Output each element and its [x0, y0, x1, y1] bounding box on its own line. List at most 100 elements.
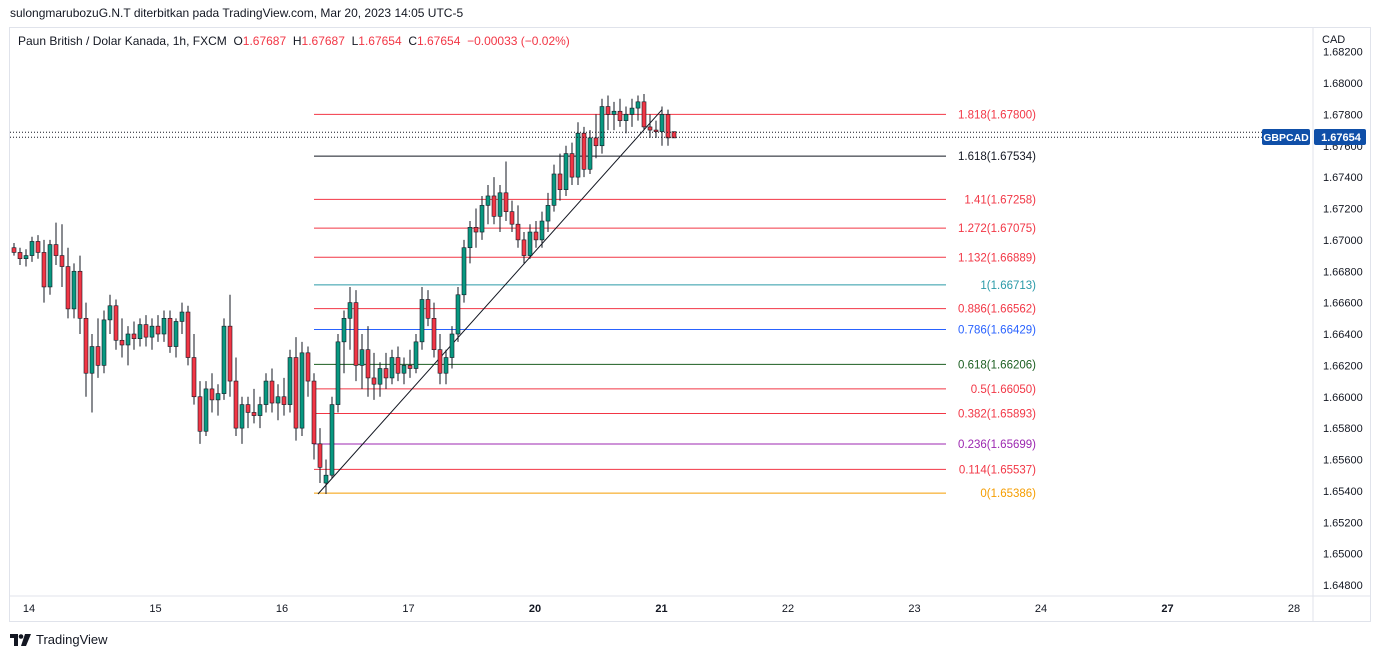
price-tick-label: 1.68200 [1323, 47, 1363, 59]
fibonacci-retracement[interactable]: 1.818(1.67800) 1.618(1.67534) 1.41(1.67258… [314, 109, 1036, 500]
price-tag-symbol: GBPCAD [1263, 132, 1309, 144]
candle-body [185, 311, 191, 358]
candle-body [179, 311, 185, 322]
candle-body [461, 247, 467, 296]
candle-body [401, 365, 407, 374]
time-tick-label: 27 [1161, 603, 1173, 615]
candle-body [359, 349, 365, 366]
symbol-legend[interactable]: Paun British / Dolar Kanada, 1h, FXCM O1… [18, 34, 570, 48]
candle-body [299, 352, 305, 429]
candle-body [575, 132, 581, 178]
candle-body [485, 195, 491, 206]
candle-body [569, 153, 575, 178]
symbol-description: Paun British / Dolar Kanada, 1h, FXCM [18, 34, 227, 48]
candle-body [473, 227, 479, 233]
candle-body [365, 349, 371, 379]
candle-body [527, 231, 533, 256]
candle-body [53, 244, 59, 256]
candle-body [29, 241, 35, 256]
time-tick-label: 23 [908, 603, 920, 615]
candle-body [647, 126, 653, 131]
candle-body [197, 396, 203, 432]
candle-body [77, 270, 83, 319]
candle-body [35, 241, 41, 253]
attribution-text: sulongmarubozuG.N.T diterbitkan pada Tra… [10, 6, 464, 20]
price-tick-label: 1.65600 [1323, 455, 1363, 467]
close-value: 1.67654 [417, 34, 461, 48]
fib-level-label: 0.618(1.66206) [958, 359, 1036, 371]
candle-body [89, 346, 95, 374]
footer[interactable]: TradingView [10, 632, 108, 647]
trend-line[interactable] [317, 109, 663, 495]
candle-body [323, 474, 329, 484]
time-tick-label: 20 [529, 603, 541, 615]
candle-body [491, 195, 497, 217]
candle-body [653, 129, 659, 132]
candle-body [203, 388, 209, 432]
candle-body [659, 114, 665, 132]
candle-body [293, 357, 299, 429]
price-tag-symbol-bg [1262, 129, 1310, 145]
candle-body [113, 305, 119, 341]
candle-body [155, 325, 161, 335]
candle-body [563, 153, 569, 190]
price-axis[interactable]: 1.64800 1.65000 1.65200 1.65400 1.65600 1.658… [1323, 47, 1363, 592]
candle-body [125, 333, 131, 346]
low-value: 1.67654 [358, 34, 402, 48]
price-tick-label: 1.66000 [1323, 392, 1363, 404]
candle-body [335, 341, 341, 405]
candle-body [629, 107, 635, 115]
price-tick-label: 1.65400 [1323, 486, 1363, 498]
candle-body [137, 324, 143, 340]
candle-body [17, 252, 23, 260]
time-tick-label: 22 [782, 603, 794, 615]
candle-body [641, 101, 647, 128]
candle-body [65, 266, 71, 310]
candle-body [41, 252, 47, 288]
candle-body [671, 131, 677, 139]
candle-body [11, 247, 17, 253]
fib-level-label: 1.41(1.67258) [964, 194, 1036, 206]
fib-level-label: 1.272(1.67075) [958, 223, 1036, 235]
candle-body [599, 106, 605, 147]
candle-body [425, 299, 431, 319]
candle-body [263, 380, 269, 405]
candle-body [587, 137, 593, 170]
fib-level-label: 0.236(1.65699) [958, 439, 1036, 451]
time-tick-label: 17 [402, 603, 414, 615]
price-tick-label: 1.66800 [1323, 266, 1363, 278]
candle-body [347, 302, 353, 319]
price-tick-label: 1.67400 [1323, 172, 1363, 184]
candle-body [281, 396, 287, 405]
candle-body [329, 404, 335, 476]
candle-body [377, 368, 383, 385]
fib-level-label: 0.5(1.66050) [971, 384, 1036, 396]
candle-body [305, 352, 311, 382]
footer-brand: TradingView [36, 632, 108, 647]
change-value: −0.00033 (−0.02%) [467, 34, 570, 48]
price-tick-label: 1.64800 [1323, 580, 1363, 592]
candle-body [443, 357, 449, 374]
fib-level-label: 0(1.65386) [980, 488, 1036, 500]
time-tick-label: 16 [276, 603, 288, 615]
candle-body [257, 404, 263, 416]
currency-label: CAD [1322, 34, 1346, 46]
time-axis[interactable]: 14 15 16 17 20 21 22 23 24 27 28 [23, 603, 1300, 615]
candle-body [635, 101, 641, 109]
candle-body [287, 357, 293, 405]
candle-body [437, 349, 443, 374]
candle-body [83, 318, 89, 374]
candle-body [119, 339, 125, 346]
candlestick-series [11, 93, 677, 495]
fib-level-label: 0.786(1.66429) [958, 324, 1036, 336]
candle-body [419, 299, 425, 343]
candle-body [47, 244, 53, 288]
price-tag-value-bg [1314, 129, 1366, 145]
candle-body [275, 396, 281, 404]
price-tag-value: 1.67654 [1321, 132, 1362, 144]
price-tick-label: 1.65800 [1323, 423, 1363, 435]
candle-body [605, 106, 611, 115]
candle-body [59, 255, 65, 267]
time-tick-label: 14 [23, 603, 35, 615]
